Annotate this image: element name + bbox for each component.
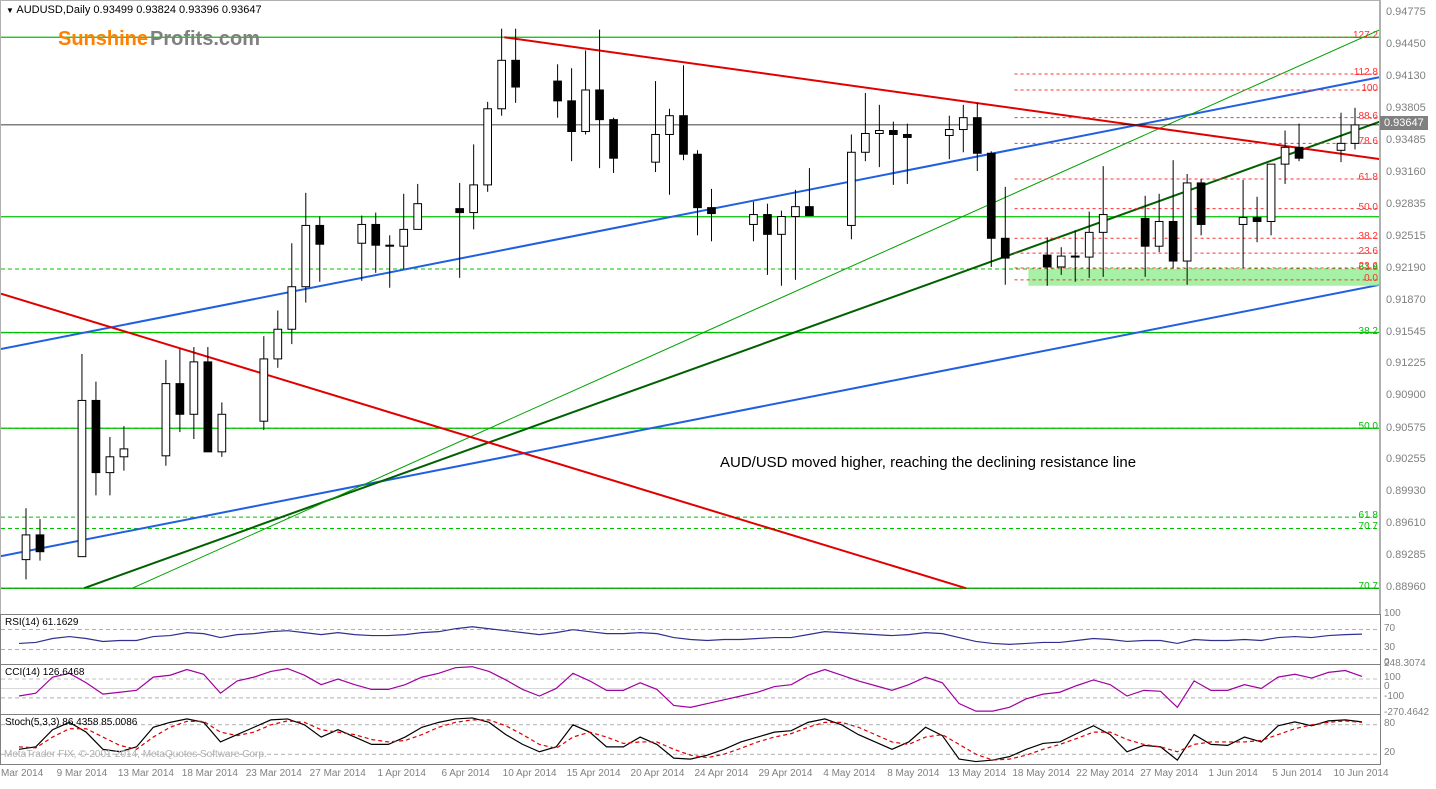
fib-level-label: 78.6 <box>1359 136 1378 147</box>
rsi-label: RSI(14) 61.1629 <box>5 617 78 628</box>
fib-level-label: 0.0 <box>1364 273 1378 284</box>
main-price-chart[interactable] <box>0 0 1381 615</box>
indicator-tick: 100 <box>1384 608 1401 619</box>
price-tick: 0.90900 <box>1386 389 1426 401</box>
indicator-tick: 70 <box>1384 623 1395 634</box>
date-tick: 6 Apr 2014 <box>441 768 489 779</box>
price-tick: 0.88960 <box>1386 581 1426 593</box>
chart-annotation: AUD/USD moved higher, reaching the decli… <box>720 454 1136 471</box>
price-tick: 0.91545 <box>1386 326 1426 338</box>
indicator-tick: 80 <box>1384 718 1395 729</box>
date-tick: 13 Mar 2014 <box>118 768 174 779</box>
date-tick: 1 Apr 2014 <box>378 768 426 779</box>
date-tick: 9 Mar 2014 <box>57 768 108 779</box>
date-tick: 18 Mar 2014 <box>182 768 238 779</box>
date-tick: 27 Mar 2014 <box>310 768 366 779</box>
price-tick: 0.92835 <box>1386 198 1426 210</box>
ohlc-label: 0.93499 0.93824 0.93396 0.93647 <box>93 4 261 16</box>
fib-green-label: 38.2 <box>1359 326 1378 337</box>
date-tick: 18 May 2014 <box>1012 768 1070 779</box>
stoch-label: Stoch(5,3,3) 86.4358 85.0086 <box>5 717 137 728</box>
date-tick: 10 Jun 2014 <box>1333 768 1388 779</box>
price-tick: 0.94775 <box>1386 6 1426 18</box>
indicator-tick: -100 <box>1384 691 1404 702</box>
date-axis: 4 Mar 2014 9 Mar 2014 13 Mar 2014 18 Mar 20… <box>0 764 1379 789</box>
price-tick: 0.92190 <box>1386 262 1426 274</box>
date-tick: 8 May 2014 <box>887 768 939 779</box>
fib-level-label: 38.2 <box>1359 231 1378 242</box>
cci-panel[interactable]: CCI(14) 126.6468 <box>0 664 1381 715</box>
indicator-tick: 30 <box>1384 642 1395 653</box>
date-tick: 13 May 2014 <box>948 768 1006 779</box>
fib-level-label: 50.0 <box>1359 202 1378 213</box>
price-tick: 0.91225 <box>1386 357 1426 369</box>
metatrader-watermark: MetaTrader FIX, © 2001-2014, MetaQuotes … <box>4 749 267 760</box>
date-tick: 27 May 2014 <box>1140 768 1198 779</box>
fib-level-label: 61.8 <box>1359 172 1378 183</box>
date-tick: 4 May 2014 <box>823 768 875 779</box>
fib-level-label: 88.6 <box>1359 111 1378 122</box>
price-tick: 0.93805 <box>1386 102 1426 114</box>
fib-level-label: 100 <box>1361 83 1378 94</box>
price-tick: 0.93160 <box>1386 166 1426 178</box>
date-tick: 10 Apr 2014 <box>503 768 557 779</box>
fib-level-label: 23.6 <box>1359 246 1378 257</box>
date-tick: 24 Apr 2014 <box>695 768 749 779</box>
dropdown-icon[interactable]: ▼ <box>6 6 14 15</box>
price-tick: 0.90255 <box>1386 453 1426 465</box>
date-tick: 23 Mar 2014 <box>246 768 302 779</box>
watermark-profits: Profits.com <box>150 28 260 51</box>
fib-level-label: 112.8 <box>1354 67 1378 78</box>
fib-green-label: 70.7 <box>1359 581 1378 592</box>
symbol-label: AUDUSD,Daily <box>16 4 90 16</box>
date-tick: 5 Jun 2014 <box>1272 768 1322 779</box>
price-axis: 0.94775 0.94450 0.94130 0.93805 0.93485 0.931… <box>1379 0 1436 763</box>
date-tick: 29 Apr 2014 <box>758 768 812 779</box>
price-tick: 0.89930 <box>1386 485 1426 497</box>
fib-green-label: 61.8 <box>1359 510 1378 521</box>
price-tick: 0.93485 <box>1386 134 1426 146</box>
price-tick: 0.94450 <box>1386 38 1426 50</box>
fib-green-label: 50.0 <box>1359 421 1378 432</box>
price-tick: 0.89285 <box>1386 549 1426 561</box>
indicator-tick: 248.3074 <box>1384 658 1426 669</box>
price-tick: 0.90575 <box>1386 422 1426 434</box>
fib-level-label: 127.2 <box>1353 30 1378 41</box>
date-tick: 22 May 2014 <box>1076 768 1134 779</box>
price-tick: 0.92515 <box>1386 230 1426 242</box>
date-tick: 4 Mar 2014 <box>0 768 43 779</box>
price-tick: 0.91870 <box>1386 294 1426 306</box>
price-tick: 0.94130 <box>1386 70 1426 82</box>
current-price-tag: 0.93647 <box>1380 116 1428 130</box>
indicator-tick: -270.4642 <box>1384 707 1429 718</box>
fib-green-label: 70.7 <box>1359 521 1378 532</box>
date-tick: 1 Jun 2014 <box>1208 768 1258 779</box>
chart-title: ▼ AUDUSD,Daily 0.93499 0.93824 0.93396 0… <box>6 4 262 16</box>
rsi-panel[interactable]: RSI(14) 61.1629 <box>0 614 1381 665</box>
fib-green-label: 61.8 <box>1359 262 1378 273</box>
date-tick: 15 Apr 2014 <box>567 768 621 779</box>
watermark-sunshine: Sunshine <box>58 28 148 51</box>
indicator-tick: 20 <box>1384 747 1395 758</box>
price-tick: 0.89610 <box>1386 517 1426 529</box>
date-tick: 20 Apr 2014 <box>631 768 685 779</box>
cci-label: CCI(14) 126.6468 <box>5 667 85 678</box>
